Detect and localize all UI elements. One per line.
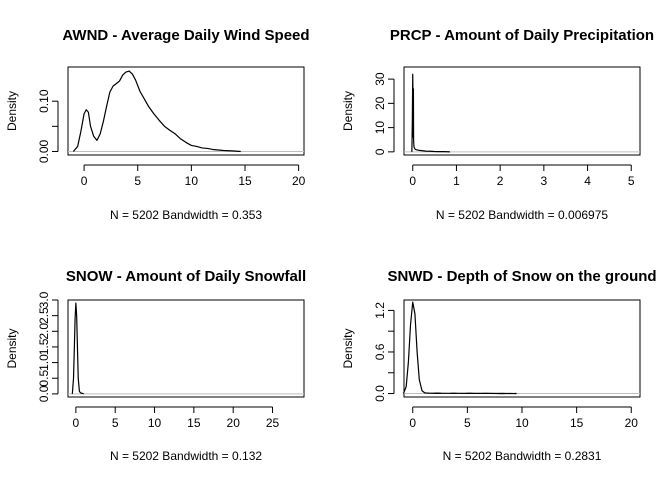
- x-tick-label: 5: [134, 174, 141, 188]
- x-tick-label: 25: [266, 416, 280, 430]
- x-axis-label: N = 5202 Bandwidth = 0.132: [110, 449, 262, 463]
- density-curve-prcp: [411, 73, 450, 153]
- plot-frame: [67, 299, 305, 398]
- y-tick-label: 0.6: [373, 343, 387, 360]
- y-tick-label: 1.2: [373, 302, 387, 319]
- x-tick-label: 4: [584, 174, 591, 188]
- y-axis-label: Density: [341, 328, 355, 368]
- chart-title: AWND - Average Daily Wind Speed: [62, 27, 309, 44]
- x-tick-label: 15: [570, 416, 584, 430]
- x-tick-label: 2: [497, 174, 504, 188]
- y-axis-label: Density: [5, 328, 19, 368]
- y-tick-label: 0.0: [37, 385, 51, 402]
- x-tick-label: 0: [409, 174, 416, 188]
- y-tick-label: 1.0: [37, 354, 51, 371]
- x-tick-label: 10: [185, 174, 199, 188]
- x-axis-label: N = 5202 Bandwidth = 0.006975: [436, 208, 608, 222]
- x-tick-label: 5: [112, 416, 119, 430]
- y-tick-label: 0.5: [37, 370, 51, 387]
- plot-frame: [67, 66, 305, 156]
- x-axis-label: N = 5202 Bandwidth = 0.353: [110, 208, 262, 222]
- x-tick-label: 15: [238, 174, 252, 188]
- x-tick-label: 20: [292, 174, 306, 188]
- x-tick-label: 10: [148, 416, 162, 430]
- x-axis-label: N = 5202 Bandwidth = 0.2831: [443, 449, 602, 463]
- y-tick-label: 3.0: [37, 291, 51, 308]
- x-tick-label: 10: [515, 416, 529, 430]
- x-tick-label: 5: [464, 416, 471, 430]
- density-curve-snow: [71, 302, 84, 395]
- plot-frame: [403, 299, 641, 398]
- y-tick-label: 0: [373, 148, 387, 155]
- plot-frame: [403, 66, 641, 156]
- density-curve-awnd: [72, 70, 241, 153]
- x-tick-label: 15: [187, 416, 201, 430]
- x-tick-label: 0: [81, 174, 88, 188]
- y-tick-label: 2.5: [37, 307, 51, 324]
- y-axis-label: Density: [341, 91, 355, 131]
- y-tick-label: 10: [373, 121, 387, 135]
- y-tick-label: 0.10: [37, 89, 51, 113]
- y-tick-label: 30: [373, 72, 387, 86]
- chart-title: SNOW - Amount of Daily Snowfall: [66, 268, 306, 285]
- x-tick-label: 20: [227, 416, 241, 430]
- y-tick-label: 2.0: [37, 323, 51, 340]
- panel-prcp: PRCP - Amount of Daily Precipitation N = …: [341, 27, 654, 222]
- y-tick-label: 20: [373, 96, 387, 110]
- y-tick-label: 0.0: [373, 385, 387, 402]
- panel-snwd: SNWD - Depth of Snow on the ground N = 52…: [341, 268, 657, 463]
- y-axis-label: Density: [5, 91, 19, 131]
- density-curve-snwd: [402, 301, 517, 395]
- y-tick-label: 0.00: [37, 139, 51, 163]
- x-tick-label: 3: [541, 174, 548, 188]
- chart-title: PRCP - Amount of Daily Precipitation: [390, 27, 654, 44]
- x-tick-label: 0: [73, 416, 80, 430]
- x-tick-label: 20: [625, 416, 639, 430]
- chart-title: SNWD - Depth of Snow on the ground: [387, 268, 656, 285]
- panel-snow: SNOW - Amount of Daily Snowfall N = 5202 …: [5, 268, 306, 463]
- x-tick-label: 5: [628, 174, 635, 188]
- panel-awnd: AWND - Average Daily Wind Speed N = 5202 …: [5, 27, 310, 222]
- x-tick-label: 1: [453, 174, 460, 188]
- x-tick-label: 0: [409, 416, 416, 430]
- y-tick-label: 1.5: [37, 338, 51, 355]
